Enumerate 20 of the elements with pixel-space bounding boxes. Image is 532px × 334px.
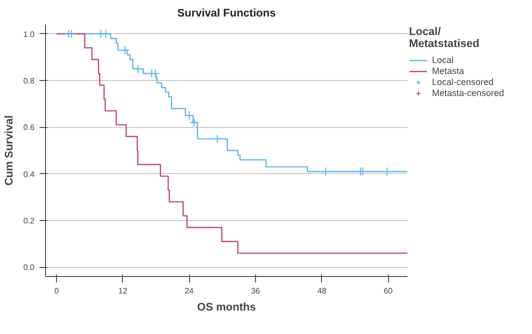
legend-label: Metasta-censored (432, 88, 504, 98)
y-tick-label: 0.0 (23, 263, 36, 272)
x-tick-label: 24 (184, 286, 194, 296)
legend-title: Local/ Metatstatised (409, 26, 480, 50)
x-axis-title: OS months (197, 302, 256, 314)
y-tick-label: 0.6 (23, 123, 36, 132)
legend-label: Local-censored (432, 77, 494, 87)
x-tick-label: 12 (118, 286, 128, 296)
legend-label: Metasta (432, 66, 464, 76)
y-tick-label: 0.8 (23, 76, 36, 86)
chart-title: Survival Functions (177, 8, 276, 20)
legend-label: Local (432, 55, 454, 65)
x-tick-label: 0 (54, 286, 60, 296)
x-tick-label: 48 (317, 286, 327, 296)
y-tick-label: 0.4 (23, 170, 36, 179)
x-tick-label: 36 (251, 286, 261, 296)
x-tick-label: 60 (384, 286, 394, 296)
y-tick-label: 1.0 (23, 30, 36, 39)
y-axis-title: Cum Survival (3, 115, 16, 186)
y-tick-label: 0.2 (23, 216, 36, 226)
